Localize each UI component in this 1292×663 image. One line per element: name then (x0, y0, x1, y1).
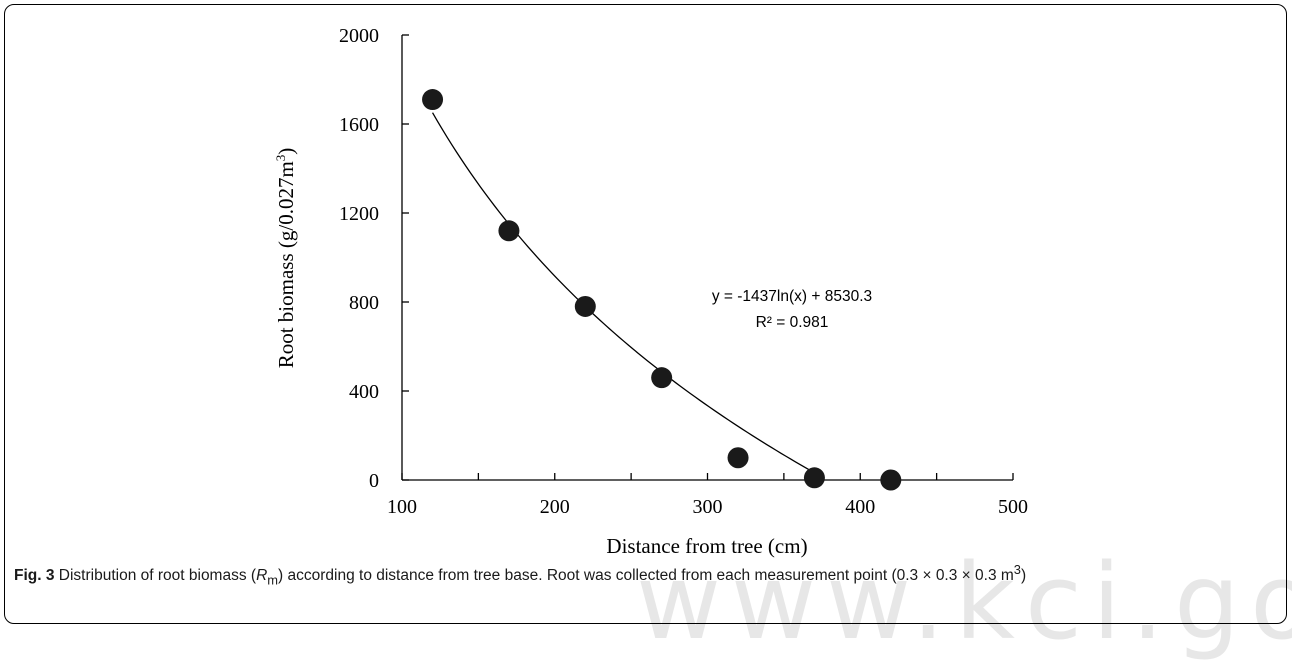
x-tick-label: 300 (693, 496, 723, 518)
scatter-chart: 0 400 800 1200 1600 2000 100 200 300 400 500 y = -… (273, 25, 1028, 558)
data-point (727, 447, 749, 469)
figure-frame (4, 4, 1287, 624)
y-tick-label: 0 (369, 470, 379, 492)
tick-labels: 0 400 800 1200 1600 2000 100 200 300 400 500 (339, 25, 1028, 518)
r-squared-label: R² = 0.981 (756, 314, 829, 331)
data-point (498, 220, 520, 242)
x-tick-label: 500 (998, 496, 1028, 518)
y-tick-label: 800 (349, 292, 379, 314)
caption-symbol: R (256, 567, 268, 585)
data-point (880, 469, 902, 491)
equation-label: y = -1437ln(x) + 8530.3 (712, 288, 872, 305)
data-point (574, 295, 596, 317)
x-tick-label: 100 (387, 496, 417, 518)
axes (401, 35, 1013, 481)
y-axis-title-sup: 3 (273, 155, 288, 162)
figure-caption: Fig. 3 Distribution of root biomass (Rm)… (14, 558, 1274, 592)
trendline-curve (431, 112, 815, 474)
y-tick-label: 400 (349, 381, 379, 403)
x-tick-label: 200 (540, 496, 570, 518)
caption-text-2: ) according to distance from tree base. … (278, 567, 1014, 585)
data-point (651, 367, 673, 389)
caption-text-1: Distribution of root biomass ( (54, 567, 257, 585)
caption-symbol-sub: m (267, 572, 279, 588)
caption-text-3: ) (1020, 567, 1027, 585)
axis-ticks (401, 34, 1014, 481)
x-axis-title: Distance from tree (cm) (606, 534, 807, 558)
data-point (803, 467, 825, 489)
x-tick-label: 400 (845, 496, 875, 518)
caption-fig-label: Fig. 3 (14, 567, 55, 585)
y-tick-label: 2000 (339, 25, 379, 47)
y-tick-label: 1200 (339, 203, 379, 225)
data-points (422, 89, 902, 491)
y-axis-title-main: Root biomass (g/0.027m (274, 161, 298, 368)
y-axis-title-close: ) (274, 148, 298, 155)
caption-unit-sup: 3 (1013, 562, 1021, 577)
data-point (422, 89, 444, 111)
y-tick-label: 1600 (339, 114, 379, 136)
y-axis-title: Root biomass (g/0.027m3) (273, 148, 298, 369)
